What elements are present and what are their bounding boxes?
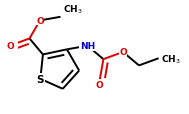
Text: O: O (119, 48, 127, 57)
Text: NH: NH (80, 42, 95, 51)
Text: O: O (6, 42, 14, 51)
Text: CH$_3$: CH$_3$ (161, 53, 181, 65)
Text: CH$_3$: CH$_3$ (63, 4, 83, 16)
Text: O: O (96, 80, 104, 89)
Text: S: S (37, 74, 44, 84)
Text: O: O (36, 17, 44, 26)
